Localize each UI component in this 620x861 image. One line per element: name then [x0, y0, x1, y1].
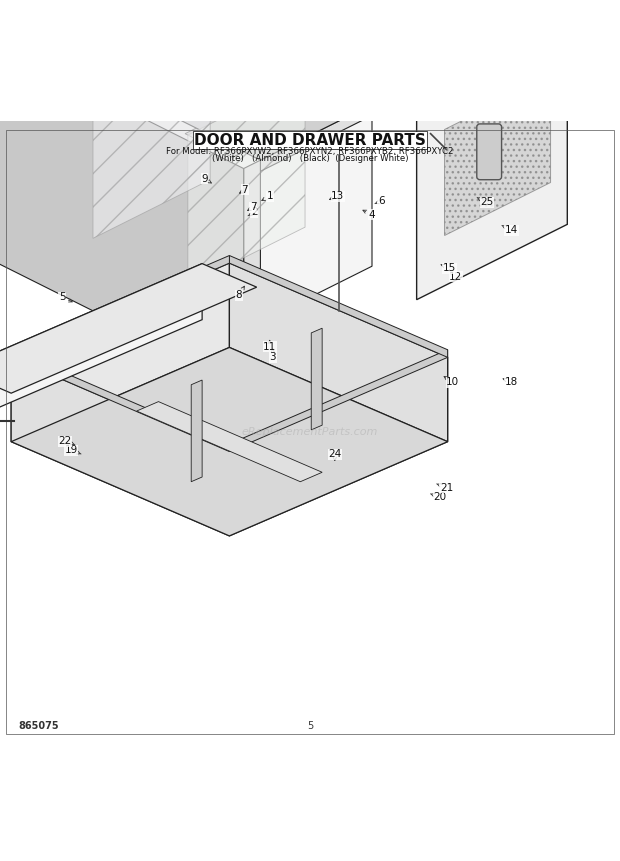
Polygon shape: [136, 401, 322, 481]
Polygon shape: [11, 263, 229, 442]
Text: 4: 4: [363, 210, 375, 220]
Text: 2: 2: [248, 208, 257, 217]
Text: 10: 10: [444, 376, 459, 387]
Polygon shape: [9, 0, 149, 236]
Text: 7: 7: [239, 185, 248, 195]
Text: 25: 25: [477, 197, 494, 208]
Text: 15: 15: [441, 263, 456, 273]
Polygon shape: [0, 263, 202, 425]
Polygon shape: [229, 256, 448, 357]
Text: 3: 3: [270, 349, 276, 362]
Polygon shape: [11, 350, 229, 451]
Polygon shape: [11, 357, 229, 536]
Text: 14: 14: [502, 226, 518, 235]
Polygon shape: [185, 64, 333, 138]
Text: 22: 22: [58, 436, 75, 446]
Polygon shape: [0, 0, 93, 208]
Polygon shape: [1, 0, 149, 46]
Polygon shape: [229, 350, 448, 451]
Text: 5: 5: [307, 722, 313, 731]
Polygon shape: [188, 77, 305, 286]
Polygon shape: [57, 0, 205, 74]
Polygon shape: [311, 328, 322, 430]
Text: DOOR AND DRAWER PARTS: DOOR AND DRAWER PARTS: [194, 133, 426, 148]
Text: 18: 18: [503, 377, 518, 387]
Polygon shape: [244, 160, 260, 387]
Polygon shape: [65, 4, 205, 252]
Polygon shape: [11, 256, 229, 357]
Polygon shape: [229, 263, 448, 442]
Text: 8: 8: [236, 286, 244, 300]
Polygon shape: [140, 41, 288, 115]
Text: 7: 7: [247, 202, 256, 213]
Polygon shape: [232, 88, 372, 336]
Polygon shape: [11, 348, 448, 536]
Polygon shape: [260, 7, 567, 171]
Text: 12: 12: [449, 271, 463, 282]
Text: eReplacementParts.com: eReplacementParts.com: [242, 427, 378, 437]
Polygon shape: [224, 84, 372, 158]
Polygon shape: [229, 357, 448, 536]
Polygon shape: [417, 18, 567, 300]
Text: 13: 13: [329, 191, 345, 201]
Text: 19: 19: [64, 445, 81, 455]
Polygon shape: [93, 29, 210, 238]
Polygon shape: [193, 68, 333, 317]
Polygon shape: [0, 263, 257, 393]
Polygon shape: [445, 77, 551, 236]
Text: 1: 1: [262, 191, 273, 201]
Polygon shape: [149, 46, 288, 294]
Polygon shape: [96, 19, 244, 93]
Text: 6: 6: [375, 196, 384, 206]
Text: 9: 9: [202, 174, 211, 183]
Text: 20: 20: [430, 492, 447, 503]
Polygon shape: [104, 23, 244, 272]
Text: For Model: RF366PXYW2, RF366PXYN2, RF366PXYB2, RF366PXYC2: For Model: RF366PXYW2, RF366PXYN2, RF366…: [166, 147, 454, 156]
Text: 11: 11: [263, 340, 277, 352]
Polygon shape: [0, 0, 93, 18]
FancyBboxPatch shape: [477, 124, 502, 180]
Polygon shape: [191, 380, 202, 481]
Text: 5: 5: [59, 292, 73, 302]
Polygon shape: [0, 15, 244, 387]
Polygon shape: [0, 0, 567, 160]
Text: 865075: 865075: [19, 722, 60, 731]
Text: (White)   (Almond)   (Black)  (Designer White): (White) (Almond) (Black) (Designer White…: [212, 154, 408, 164]
Text: 21: 21: [436, 482, 453, 492]
Text: 24: 24: [328, 449, 342, 461]
